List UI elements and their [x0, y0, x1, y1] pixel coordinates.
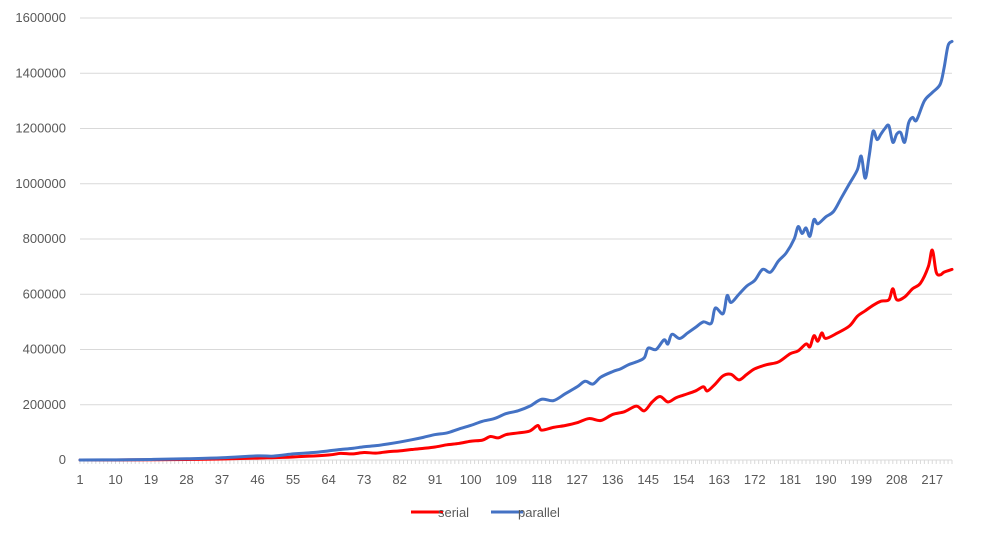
x-tick-label: 190 — [815, 472, 837, 487]
x-tick-label: 136 — [602, 472, 624, 487]
x-tick-label: 73 — [357, 472, 371, 487]
x-tick-label: 181 — [779, 472, 801, 487]
x-tick-label: 208 — [886, 472, 908, 487]
y-tick-label: 600000 — [23, 286, 66, 301]
y-tick-label: 1200000 — [15, 121, 66, 136]
x-tick-label: 82 — [392, 472, 406, 487]
legend: serial parallel — [411, 505, 560, 520]
y-tick-label: 0 — [59, 452, 66, 467]
x-tick-label: 109 — [495, 472, 517, 487]
x-tick-label: 199 — [850, 472, 872, 487]
x-tick-label: 91 — [428, 472, 442, 487]
x-tick-label: 19 — [144, 472, 158, 487]
y-tick-label: 800000 — [23, 231, 66, 246]
x-tick-label: 127 — [566, 472, 588, 487]
y-tick-label: 1400000 — [15, 65, 66, 80]
x-tick-label: 55 — [286, 472, 300, 487]
x-tick-label: 154 — [673, 472, 695, 487]
y-tick-label: 200000 — [23, 397, 66, 412]
x-tick-label: 118 — [531, 472, 552, 487]
y-tick-label: 400000 — [23, 342, 66, 357]
gridlines — [80, 17, 952, 406]
x-tick-label: 1 — [76, 472, 83, 487]
series-line-serial — [78, 248, 954, 462]
legend-label-parallel: parallel — [518, 505, 560, 520]
x-axis — [79, 459, 953, 464]
x-tick-label: 217 — [921, 472, 943, 487]
series-lines — [78, 39, 954, 462]
x-tick-label: 64 — [321, 472, 335, 487]
x-tick-label: 163 — [708, 472, 730, 487]
y-tick-label: 1600000 — [15, 10, 66, 25]
x-tick-label: 145 — [637, 472, 659, 487]
x-tick-label: 172 — [744, 472, 766, 487]
x-axis-labels: 1 10 19 28 37 46 55 64 73 82 91 100 109 118 127 136 145 1… — [76, 472, 943, 487]
y-tick-label: 1000000 — [15, 176, 66, 191]
legend-label-serial: serial — [438, 505, 469, 520]
x-tick-label: 10 — [108, 472, 122, 487]
x-tick-label: 37 — [215, 472, 229, 487]
y-axis-labels: 0 200000 400000 600000 800000 1000000 1200000 1… — [15, 10, 66, 467]
x-tick-label: 46 — [250, 472, 264, 487]
series-line-parallel — [78, 39, 954, 462]
x-tick-label: 100 — [460, 472, 482, 487]
x-tick-label: 28 — [179, 472, 193, 487]
